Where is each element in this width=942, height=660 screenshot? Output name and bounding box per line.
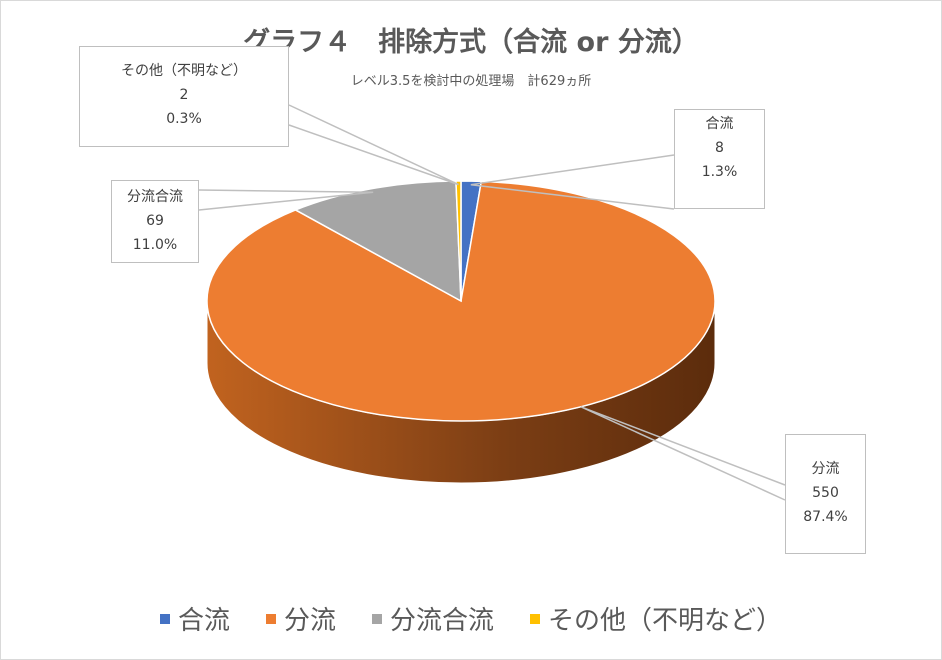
data-label-percent: 11.0% <box>132 237 178 253</box>
leader-line-slice-gouryu <box>470 154 675 210</box>
legend-label: 合流 <box>177 606 230 636</box>
chart-subtitle: レベル3.5を検討中の処理場 計629ヵ所 <box>350 74 592 89</box>
data-label-sonota: その他（不明など） 2 0.3% <box>79 46 289 147</box>
leader-lines <box>198 104 786 501</box>
data-label-bunryu: 分流 550 87.4% <box>785 434 866 554</box>
legend-swatch <box>372 613 382 624</box>
data-label-category: その他（不明など） <box>121 63 247 79</box>
pie-top-faces <box>206 180 716 422</box>
data-label-value: 2 <box>179 87 189 103</box>
data-label-category: 分流合流 <box>127 189 183 205</box>
legend-swatch <box>530 613 541 624</box>
data-label-value: 69 <box>146 213 164 229</box>
data-label-percent: 1.3% <box>701 164 738 180</box>
data-label-percent: 87.4% <box>803 509 848 525</box>
data-label-bunryu-gouryu: 分流合流 69 11.0% <box>111 180 199 263</box>
legend-label: 分流合流 <box>390 606 495 636</box>
leader-line-slice-bunryu-gouryu <box>198 189 374 211</box>
chart-legend: 合流 分流 分流合流 その他（不明など） <box>0 600 942 637</box>
data-label-gouryu: 合流 8 1.3% <box>674 109 765 209</box>
legend-item-gouryu: 合流 <box>159 600 230 637</box>
legend-item-bunryu-gouryu: 分流合流 <box>372 600 494 637</box>
legend-swatch <box>265 613 276 624</box>
data-label-percent: 0.3% <box>166 111 202 127</box>
leader-line-slice-bunryu <box>580 406 786 501</box>
leader-line-slice-sonota <box>288 104 459 186</box>
legend-label: 分流 <box>283 606 336 636</box>
data-label-value: 8 <box>715 140 724 156</box>
data-label-category: 分流 <box>811 461 840 477</box>
data-label-value: 550 <box>812 485 839 501</box>
legend-label: その他（不明など） <box>548 606 783 636</box>
legend-item-bunryu: 分流 <box>265 600 336 637</box>
slice-bunryu-gouryu <box>293 180 462 303</box>
legend-swatch <box>159 613 170 624</box>
legend-item-sonota: その他（不明など） <box>530 600 782 637</box>
data-label-category: 合流 <box>705 116 734 132</box>
slice-sonota <box>455 180 462 302</box>
